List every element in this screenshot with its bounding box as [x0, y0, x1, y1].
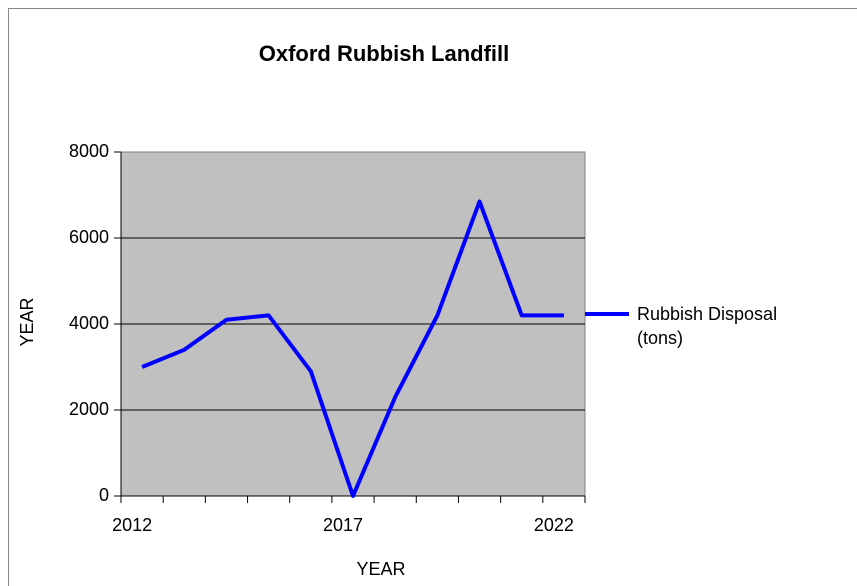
- x-tick-label: 2017: [323, 515, 363, 535]
- y-tick-label: 8000: [69, 141, 109, 161]
- x-tick-label: 2012: [112, 515, 152, 535]
- x-axis-title: YEAR: [356, 559, 405, 579]
- y-tick-label: 6000: [69, 227, 109, 247]
- y-tick-label: 4000: [69, 313, 109, 333]
- data-line: [141, 199, 564, 498]
- y-tick-label: 0: [99, 485, 109, 505]
- chart-title: Oxford Rubbish Landfill: [259, 41, 510, 66]
- y-tick-label: 2000: [69, 399, 109, 419]
- x-tick-label: 2022: [534, 515, 574, 535]
- legend-label: Rubbish Disposal (tons): [637, 304, 778, 348]
- y-axis-title: YEAR: [17, 297, 37, 346]
